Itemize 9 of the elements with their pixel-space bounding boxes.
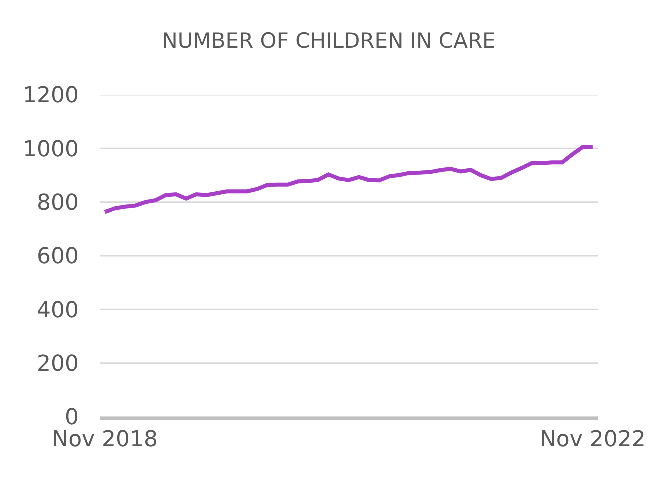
line-series bbox=[103, 145, 595, 214]
y-tick-label: 600 bbox=[37, 244, 79, 270]
y-tick-label: 1200 bbox=[23, 84, 79, 109]
y-tick-label: 400 bbox=[37, 298, 79, 324]
y-tick-label: 200 bbox=[37, 352, 79, 378]
chart-title: NUMBER OF CHILDREN IN CARE bbox=[162, 29, 496, 54]
y-tick-label: 800 bbox=[37, 191, 79, 216]
x-tick-label: Nov 2022 bbox=[540, 427, 646, 452]
y-tick-label: 1000 bbox=[23, 137, 79, 162]
